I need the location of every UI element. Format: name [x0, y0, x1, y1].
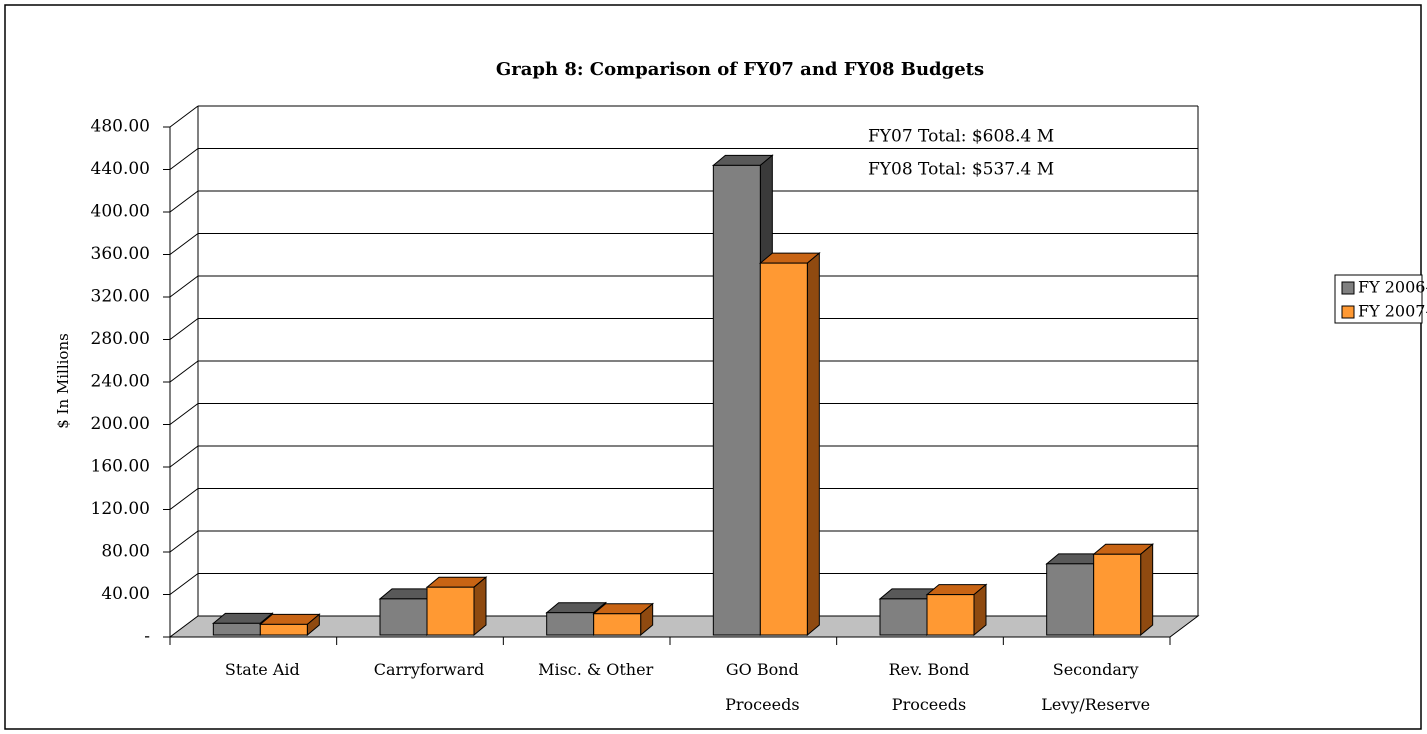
- legend-label: FY 2007-08: [1358, 302, 1427, 321]
- grid-line-side: [169, 403, 199, 425]
- bar-side: [1140, 543, 1154, 637]
- floor: [168, 615, 1200, 638]
- y-tick-label: 320.00: [91, 287, 150, 307]
- bar: [926, 594, 975, 636]
- bar-side: [473, 576, 487, 637]
- annotation: FY08 Total: $537.4 M: [868, 160, 1054, 180]
- bar: [712, 164, 761, 636]
- y-tick-label: 480.00: [91, 117, 150, 137]
- bar: [379, 598, 428, 636]
- grid-line-side: [169, 488, 199, 510]
- y-tick-label: 440.00: [91, 159, 150, 179]
- grid-line-side: [169, 445, 199, 468]
- x-tick-label: Secondary Levy/Reserve: [1041, 660, 1151, 714]
- bar: [546, 612, 595, 636]
- y-tick-label: -: [144, 627, 150, 647]
- y-tick-label: 400.00: [91, 202, 150, 222]
- legend-swatch: [1341, 305, 1355, 319]
- y-tick-label: 360.00: [91, 244, 150, 264]
- x-tick-label: GO Bond Proceeds: [725, 660, 800, 714]
- bar: [259, 623, 308, 636]
- y-tick-label: 40.00: [101, 584, 150, 604]
- y-tick-label: 240.00: [91, 372, 150, 392]
- grid-line-side: [169, 360, 199, 383]
- x-tick-label: State Aid: [224, 660, 300, 679]
- y-tick-label: 280.00: [91, 329, 150, 349]
- grid-line-side: [169, 275, 199, 298]
- grid-line-side: [169, 105, 199, 128]
- legend-swatch: [1341, 281, 1355, 295]
- bar: [426, 586, 475, 636]
- bar: [212, 622, 261, 636]
- grid-line-side: [169, 148, 199, 170]
- grid-line-side: [169, 190, 199, 213]
- x-tick-label: Carryforward: [373, 660, 485, 679]
- grid-line-side: [169, 233, 199, 255]
- y-tick-label: 160.00: [91, 457, 150, 477]
- y-tick-label: 80.00: [101, 542, 150, 562]
- y-tick-label: 200.00: [91, 414, 150, 434]
- y-tick-label: 120.00: [91, 499, 150, 519]
- grid-line-side: [169, 318, 199, 340]
- bar: [593, 613, 642, 636]
- bar: [1093, 553, 1142, 636]
- bar-side: [806, 252, 820, 637]
- grid-line-side: [169, 530, 199, 553]
- annotation: FY07 Total: $608.4 M: [868, 127, 1054, 147]
- chart-title: Graph 8: Comparison of FY07 and FY08 Bud…: [496, 59, 984, 80]
- bar: [759, 262, 808, 636]
- x-tick-label: Misc. & Other: [538, 660, 654, 679]
- bar: [1046, 563, 1095, 636]
- y-axis-label: $ In Millions: [54, 333, 72, 429]
- x-tick-label: Rev. Bond Proceeds: [888, 660, 970, 714]
- grid-line-side: [169, 573, 199, 595]
- legend-label: FY 2006-07: [1358, 278, 1427, 297]
- bar: [879, 598, 928, 636]
